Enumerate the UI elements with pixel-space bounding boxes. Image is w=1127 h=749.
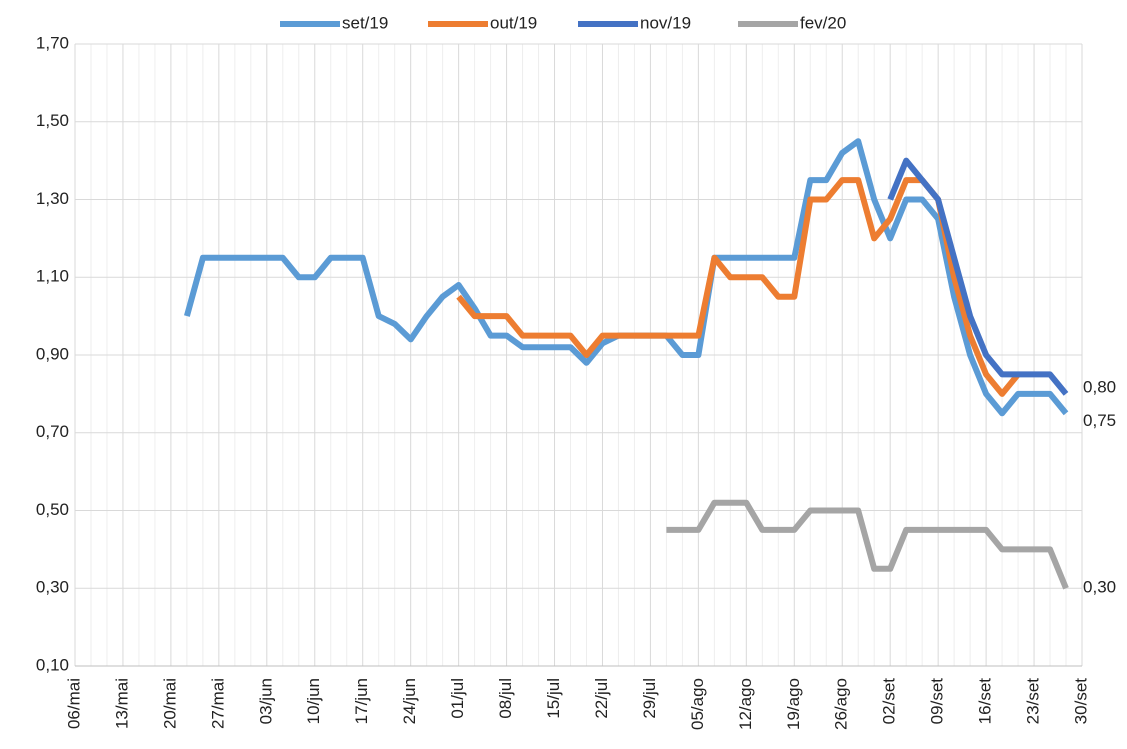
x-tick-label: 06/mai [64, 678, 83, 729]
data-label: 0,75 [1083, 411, 1116, 430]
x-tick-label: 08/jul [496, 678, 515, 719]
x-tick-label: 24/jun [400, 678, 419, 724]
legend-item: set/19 [280, 13, 388, 32]
x-tick-label: 16/set [976, 678, 995, 725]
legend-label: set/19 [342, 13, 388, 32]
x-tick-label: 29/jul [640, 678, 659, 719]
x-tick-label: 15/jul [544, 678, 563, 719]
x-tick-label: 09/set [928, 678, 947, 725]
y-tick-label: 0,30 [36, 578, 69, 597]
y-tick-label: 1,50 [36, 111, 69, 130]
x-tick-label: 13/mai [112, 678, 131, 729]
series-line [666, 499, 1069, 590]
legend-label: out/19 [490, 13, 537, 32]
legend-item: nov/19 [578, 13, 691, 32]
x-tick-label: 05/ago [688, 678, 707, 730]
series-line [887, 157, 1069, 396]
legend-label: fev/20 [800, 13, 846, 32]
data-label: 0,30 [1083, 578, 1116, 597]
y-tick-label: 1,10 [36, 267, 69, 286]
y-tick-label: 0,90 [36, 344, 69, 363]
legend-item: fev/20 [738, 13, 846, 32]
y-tick-label: 1,30 [36, 189, 69, 208]
data-label: 0,80 [1083, 377, 1116, 396]
y-tick-label: 1,70 [36, 33, 69, 52]
legend-label: nov/19 [640, 13, 691, 32]
x-tick-label: 02/set [880, 678, 899, 725]
x-tick-label: 01/jul [448, 678, 467, 719]
x-tick-label: 20/mai [160, 678, 179, 729]
x-tick-label: 30/set [1071, 678, 1090, 725]
x-tick-label: 22/jul [592, 678, 611, 719]
x-tick-label: 10/jun [304, 678, 323, 724]
y-tick-label: 0,50 [36, 500, 69, 519]
x-tick-label: 26/ago [832, 678, 851, 730]
x-tick-label: 27/mai [208, 678, 227, 729]
x-tick-label: 03/jun [256, 678, 275, 724]
x-tick-label: 19/ago [784, 678, 803, 730]
x-tick-label: 12/ago [736, 678, 755, 730]
x-tick-label: 23/set [1024, 678, 1043, 725]
legend-item: out/19 [428, 13, 537, 32]
y-tick-label: 0,70 [36, 422, 69, 441]
y-tick-label: 0,10 [36, 655, 69, 674]
x-tick-label: 17/jun [352, 678, 371, 724]
